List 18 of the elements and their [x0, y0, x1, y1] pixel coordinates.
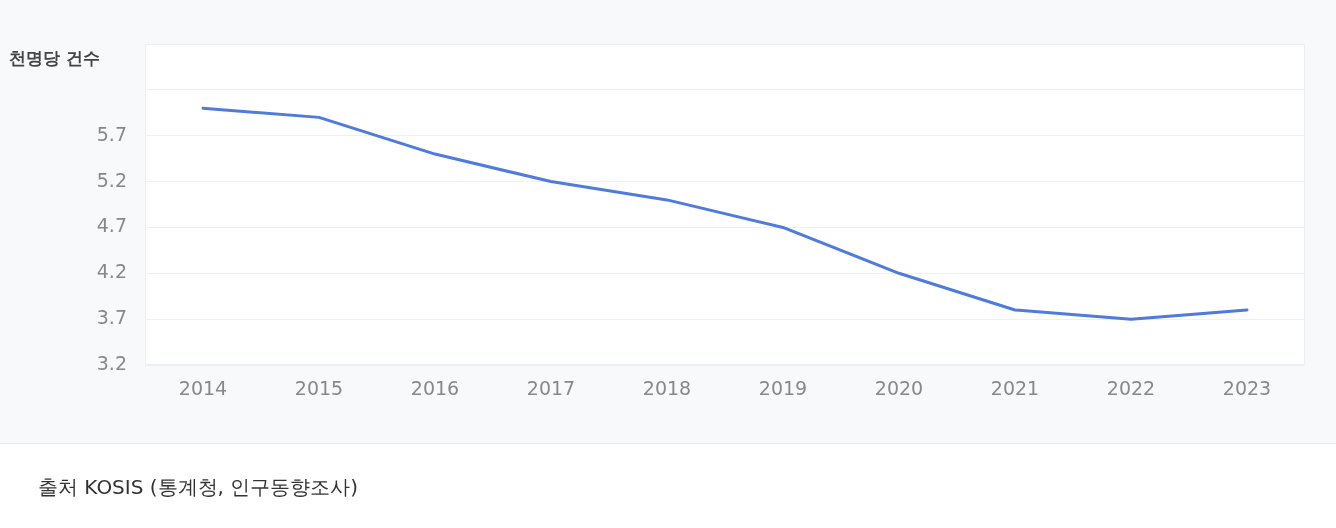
x-tick-label: 2021 [990, 377, 1040, 400]
x-tick-label: 2015 [294, 377, 344, 400]
y-tick-label: 5.7 [96, 122, 127, 145]
y-tick-label: 4.2 [96, 260, 127, 283]
x-tick-label: 2020 [874, 377, 924, 400]
x-tick-label: 2018 [642, 377, 692, 400]
x-tick-label: 2017 [526, 377, 576, 400]
x-tick-label: 2019 [758, 377, 808, 400]
y-tick-label: 3.7 [96, 306, 127, 329]
y-axis-title: 천명당 건수 [8, 47, 100, 70]
x-tick-label: 2014 [178, 377, 228, 400]
source-note: 출처 KOSIS (통계청, 인구동향조사) [38, 474, 359, 501]
y-tick-label: 4.7 [96, 214, 127, 237]
y-tick-label: 5.2 [96, 168, 127, 191]
x-tick-label: 2022 [1106, 377, 1156, 400]
y-tick-label: 3.2 [96, 351, 127, 374]
x-tick-label: 2023 [1222, 377, 1272, 400]
x-tick-label: 2016 [410, 377, 460, 400]
